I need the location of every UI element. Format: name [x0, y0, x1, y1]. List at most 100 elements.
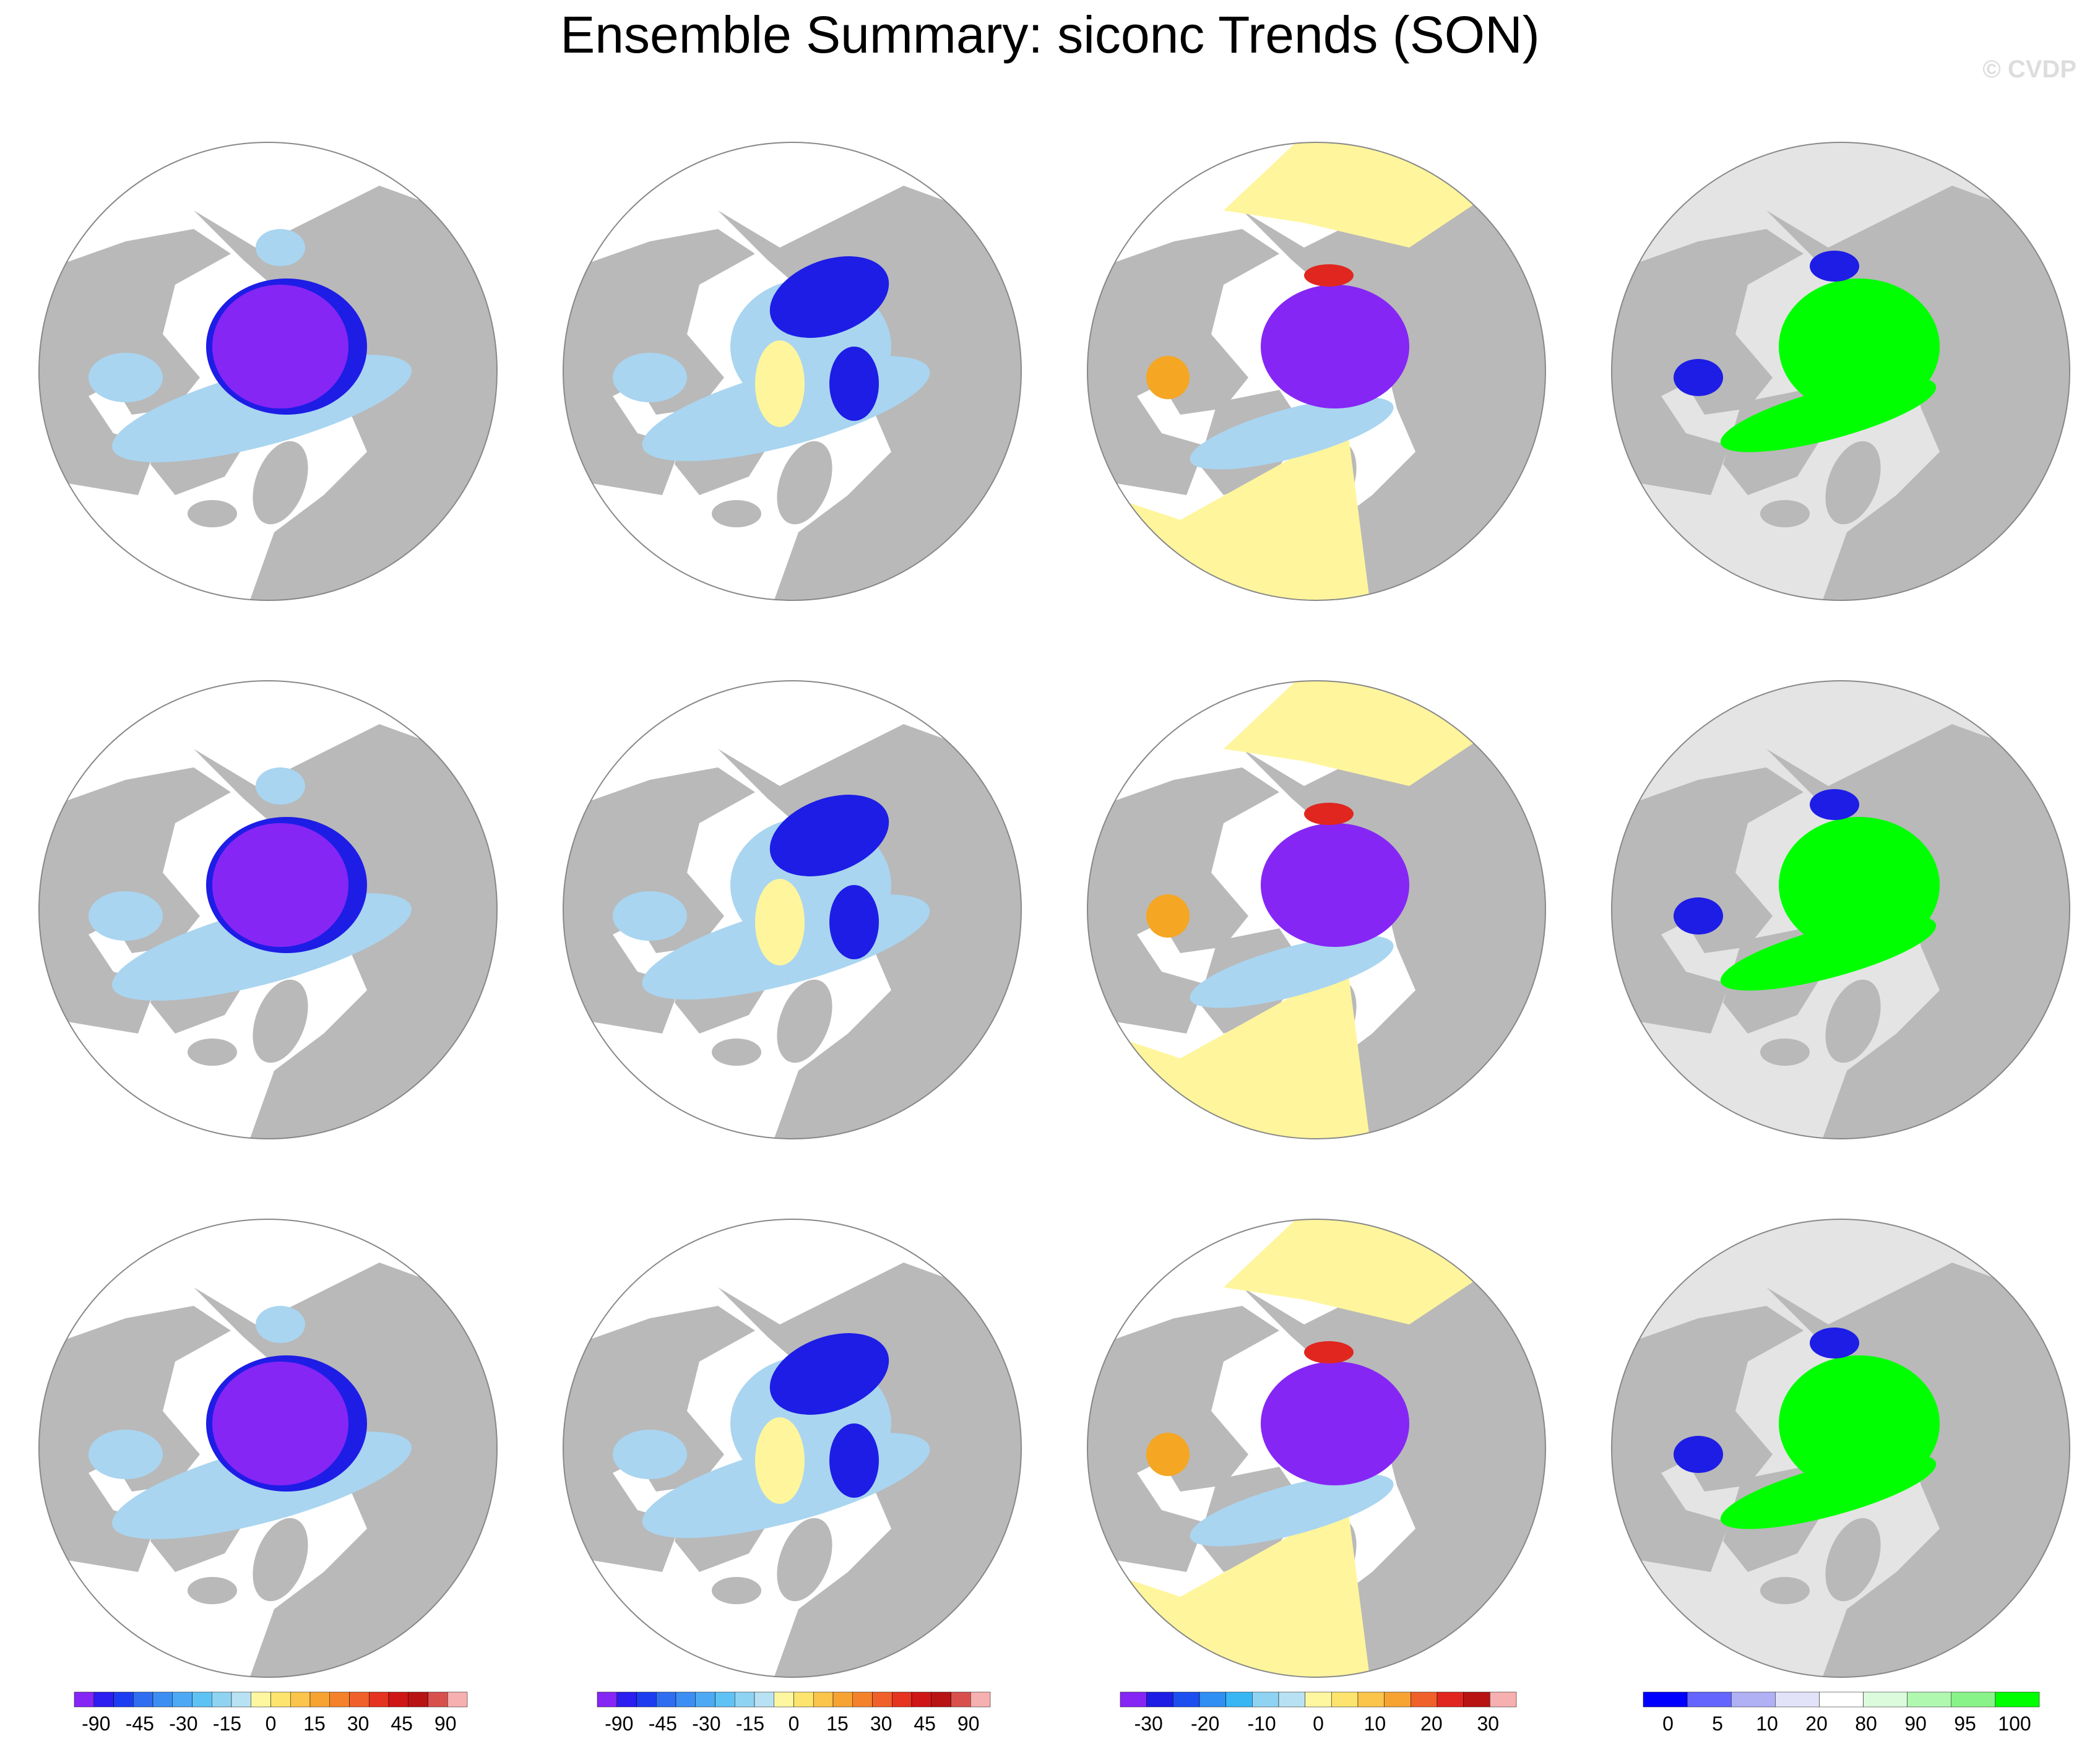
- colorbar-bin: [1252, 1691, 1279, 1708]
- colorbar-bin: [251, 1691, 271, 1708]
- central-arctic-trend: [755, 1417, 805, 1504]
- hudson-bay-trend: [613, 891, 687, 941]
- map-boundary: [1087, 142, 1546, 601]
- colorbar-bin: [212, 1691, 232, 1708]
- scandinavia-land: [253, 441, 308, 525]
- iceland-land: [712, 500, 761, 527]
- colorbar-bin: [428, 1691, 448, 1708]
- map-boundary: [563, 142, 1022, 601]
- iceland-land: [188, 1577, 237, 1604]
- polar-map: [1087, 1219, 1546, 1678]
- figure-title: Ensemble Summary: siconc Trends (SON): [560, 6, 1540, 64]
- hudson-bay-trend: [613, 1430, 687, 1479]
- colorbar-bin: [793, 1691, 814, 1708]
- colorbar-bin: [715, 1691, 735, 1708]
- chukchi-diff: [1304, 264, 1354, 287]
- chukchi-diff: [1304, 1341, 1354, 1363]
- colorbar-tick-label: 20: [1805, 1712, 1828, 1735]
- colorbar-bin: [754, 1691, 774, 1708]
- colorbars: -90 -45 -30 -15 0 15 30 45 90 -90 -45 -30 -15 0 15 30 45…: [74, 1691, 2040, 1735]
- colorbar-bin: [951, 1691, 971, 1708]
- colorbar-bin: [133, 1691, 153, 1708]
- colorbar-bin: [813, 1691, 834, 1708]
- colorbar-tick-label: 90: [1904, 1712, 1927, 1735]
- barents-trend: [829, 885, 879, 959]
- colorbar-bin: [1687, 1691, 1732, 1708]
- colorbar-bin: [832, 1691, 853, 1708]
- colorbar-tick-label: -30: [1134, 1712, 1163, 1735]
- central-arctic-diff: [1261, 1362, 1409, 1485]
- sea-ice-trend-max: [212, 1362, 348, 1485]
- colorbar-bin: [1384, 1691, 1411, 1708]
- map-boundary: [1611, 142, 2070, 601]
- polar-map: [38, 1219, 498, 1678]
- colorbar-tick-label: 45: [914, 1712, 936, 1735]
- colorbar-bin: [309, 1691, 330, 1708]
- colorbar-tick-label: -45: [649, 1712, 677, 1735]
- polar-map: [1611, 1219, 2070, 1678]
- bering-trend: [256, 1306, 305, 1343]
- colorbar-bin: [970, 1691, 991, 1708]
- barents-trend: [829, 347, 879, 421]
- sea-ice-trend-strong: [769, 256, 889, 338]
- colorbar-tick-label: 20: [1420, 1712, 1443, 1735]
- colorbar-bin: [369, 1691, 389, 1708]
- hudson-bay-diff: [1146, 894, 1190, 938]
- colorbar-bin: [1120, 1691, 1147, 1708]
- scandinavia-land: [253, 979, 308, 1063]
- map-boundary: [38, 680, 498, 1139]
- eurasia-land: [1766, 724, 2070, 1139]
- shelf-diff: [1190, 1474, 1394, 1547]
- colorbar-bin: [1951, 1691, 1996, 1708]
- colorbar-bin: [872, 1691, 892, 1708]
- colorbar-bin: [447, 1691, 468, 1708]
- polar-map: [38, 142, 498, 601]
- colorbar-tick-label: -90: [82, 1712, 110, 1735]
- polar-map: [38, 680, 498, 1139]
- colorbar-tick-label: 0: [1662, 1712, 1674, 1735]
- colorbar-bin: [892, 1691, 912, 1708]
- iceland-land: [1760, 1577, 1810, 1604]
- colorbar-tick-label: 0: [1313, 1712, 1324, 1735]
- colorbar-bin: [1995, 1691, 2040, 1708]
- colorbar-tick-label: 90: [434, 1712, 457, 1735]
- hudson-bay-trend: [89, 891, 163, 941]
- colorbar-tick-label: -10: [1247, 1712, 1276, 1735]
- colorbar-tick-label: 10: [1364, 1712, 1386, 1735]
- colorbar-tick-label: 30: [347, 1712, 369, 1735]
- colorbar-bin: [93, 1691, 114, 1708]
- colorbar-bin: [1731, 1691, 1776, 1708]
- bering-rank-low: [1810, 789, 1859, 820]
- colorbar-tick-label: 100: [1998, 1712, 2031, 1735]
- map-boundary: [1611, 1219, 2070, 1678]
- colorbar-bin: [852, 1691, 873, 1708]
- scandinavia-land: [777, 441, 832, 525]
- iceland-land: [712, 1577, 761, 1604]
- eurasia-land: [1242, 724, 1545, 1139]
- colorbar-tick-label: 30: [1477, 1712, 1499, 1735]
- colorbar-tick-label: -15: [213, 1712, 241, 1735]
- central-arctic-diff: [1261, 285, 1409, 408]
- colorbar-bin: [290, 1691, 311, 1708]
- colorbar-tick-label: -90: [605, 1712, 633, 1735]
- scandinavia-land: [777, 979, 832, 1063]
- central-arctic-diff: [1261, 823, 1409, 947]
- pacific-diff: [1224, 142, 1502, 248]
- colorbar-bin: [1411, 1691, 1438, 1708]
- colorbar-bin: [1225, 1691, 1253, 1708]
- colorbar-tick-label: 0: [266, 1712, 277, 1735]
- scandinavia-land: [1825, 1518, 1881, 1602]
- colorbar-tick-label: 0: [789, 1712, 800, 1735]
- map-boundary: [1087, 1219, 1546, 1678]
- colorbar-bin: [349, 1691, 369, 1708]
- polar-map: [563, 142, 1022, 601]
- colorbar-bin: [329, 1691, 350, 1708]
- eurasia-land: [1242, 1263, 1545, 1677]
- pacific-diff: [1224, 1219, 1502, 1324]
- polar-map: [563, 680, 1022, 1139]
- rank-high-shelf: [1720, 915, 1937, 991]
- colorbar-bin: [774, 1691, 794, 1708]
- scandinavia-land: [1825, 979, 1881, 1063]
- colorbar-tick-label: 45: [391, 1712, 413, 1735]
- shelf-diff: [1190, 397, 1394, 470]
